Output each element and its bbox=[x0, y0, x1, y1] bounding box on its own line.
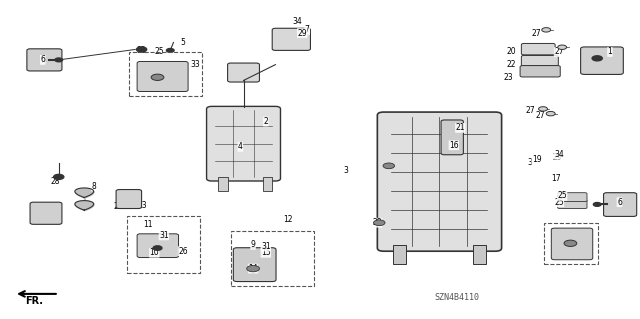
Circle shape bbox=[539, 107, 547, 111]
Text: 6: 6 bbox=[40, 56, 45, 64]
Text: FR.: FR. bbox=[26, 296, 44, 306]
Text: 28: 28 bbox=[372, 218, 382, 227]
Text: 32: 32 bbox=[573, 245, 583, 254]
Text: 27: 27 bbox=[525, 106, 535, 115]
Text: 31: 31 bbox=[261, 242, 271, 251]
FancyBboxPatch shape bbox=[116, 189, 141, 209]
Text: 20: 20 bbox=[506, 48, 516, 56]
Circle shape bbox=[383, 163, 394, 169]
FancyBboxPatch shape bbox=[557, 200, 587, 209]
Bar bbox=[544, 223, 598, 264]
Text: 34: 34 bbox=[293, 18, 303, 26]
Text: 25: 25 bbox=[554, 198, 564, 207]
Text: 32: 32 bbox=[137, 46, 147, 55]
FancyBboxPatch shape bbox=[137, 62, 188, 92]
Text: 27: 27 bbox=[554, 48, 564, 56]
Bar bbox=[127, 216, 200, 273]
FancyBboxPatch shape bbox=[234, 248, 276, 282]
Circle shape bbox=[541, 28, 550, 32]
FancyBboxPatch shape bbox=[522, 43, 555, 55]
Text: 26: 26 bbox=[178, 247, 188, 256]
Text: 6: 6 bbox=[617, 198, 622, 207]
Text: 8: 8 bbox=[92, 182, 96, 191]
Text: 18: 18 bbox=[570, 233, 580, 241]
Text: SZN4B4110: SZN4B4110 bbox=[435, 293, 480, 302]
FancyBboxPatch shape bbox=[27, 49, 62, 71]
Circle shape bbox=[593, 203, 601, 206]
Text: 12: 12 bbox=[284, 215, 293, 224]
FancyBboxPatch shape bbox=[207, 106, 280, 181]
Text: 29: 29 bbox=[298, 28, 307, 38]
FancyBboxPatch shape bbox=[580, 47, 623, 74]
Text: 31: 31 bbox=[159, 231, 169, 240]
Text: 14: 14 bbox=[248, 264, 258, 273]
Text: 21: 21 bbox=[456, 123, 465, 132]
FancyBboxPatch shape bbox=[604, 193, 637, 216]
Text: 3: 3 bbox=[343, 166, 348, 175]
Circle shape bbox=[564, 240, 577, 247]
Text: 9: 9 bbox=[251, 241, 255, 249]
Circle shape bbox=[166, 48, 174, 52]
Text: 27: 27 bbox=[532, 28, 541, 38]
Text: 25: 25 bbox=[155, 48, 164, 56]
FancyBboxPatch shape bbox=[272, 28, 310, 50]
Circle shape bbox=[151, 74, 164, 80]
Circle shape bbox=[374, 220, 385, 226]
FancyBboxPatch shape bbox=[522, 56, 558, 66]
Circle shape bbox=[246, 265, 259, 272]
FancyBboxPatch shape bbox=[30, 202, 62, 224]
Text: 19: 19 bbox=[532, 155, 541, 164]
Text: 2: 2 bbox=[264, 117, 268, 126]
Text: 7: 7 bbox=[305, 25, 310, 34]
Text: 16: 16 bbox=[449, 141, 459, 150]
Text: 1: 1 bbox=[607, 48, 612, 56]
Text: 33: 33 bbox=[551, 228, 561, 237]
Circle shape bbox=[153, 246, 162, 250]
FancyBboxPatch shape bbox=[378, 112, 502, 251]
FancyBboxPatch shape bbox=[551, 228, 593, 260]
Text: 3: 3 bbox=[528, 158, 532, 167]
Circle shape bbox=[136, 47, 147, 52]
Text: 27: 27 bbox=[535, 111, 545, 120]
Text: 24: 24 bbox=[113, 203, 123, 211]
FancyBboxPatch shape bbox=[557, 193, 587, 202]
Text: 28: 28 bbox=[51, 177, 60, 186]
Circle shape bbox=[546, 111, 555, 116]
Text: 10: 10 bbox=[150, 248, 159, 257]
Text: 30: 30 bbox=[173, 65, 183, 74]
Text: 25: 25 bbox=[557, 191, 567, 200]
Text: 15: 15 bbox=[261, 248, 271, 257]
Text: 17: 17 bbox=[551, 174, 561, 183]
Circle shape bbox=[557, 45, 566, 49]
FancyBboxPatch shape bbox=[137, 234, 179, 257]
FancyBboxPatch shape bbox=[520, 66, 560, 77]
Text: 34: 34 bbox=[554, 150, 564, 159]
Text: 13: 13 bbox=[137, 201, 147, 210]
FancyBboxPatch shape bbox=[228, 63, 259, 82]
Text: 33: 33 bbox=[191, 60, 200, 69]
Text: 11: 11 bbox=[143, 220, 153, 229]
Circle shape bbox=[54, 174, 64, 179]
Circle shape bbox=[592, 56, 602, 61]
Bar bbox=[262, 177, 272, 191]
Text: 29: 29 bbox=[553, 153, 563, 162]
Text: 23: 23 bbox=[503, 73, 513, 82]
FancyBboxPatch shape bbox=[441, 120, 463, 155]
Text: 22: 22 bbox=[506, 60, 516, 69]
Text: 5: 5 bbox=[180, 38, 186, 47]
Text: 30: 30 bbox=[564, 236, 573, 245]
Circle shape bbox=[55, 58, 63, 62]
Text: 4: 4 bbox=[238, 142, 243, 151]
Bar bbox=[129, 52, 202, 96]
Bar bbox=[473, 245, 486, 264]
Bar bbox=[218, 177, 228, 191]
Bar bbox=[394, 245, 406, 264]
Bar bbox=[231, 231, 314, 286]
